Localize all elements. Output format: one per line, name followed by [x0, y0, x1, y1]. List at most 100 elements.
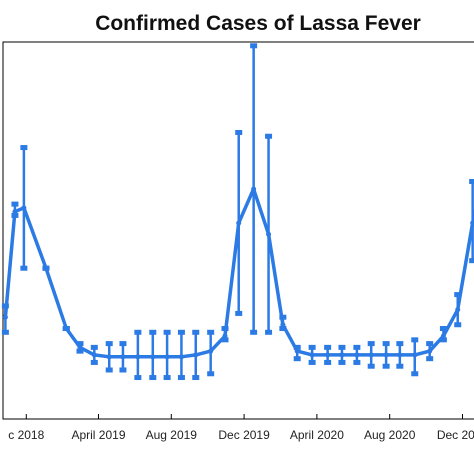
error-cap — [235, 129, 243, 135]
error-cap — [76, 348, 84, 354]
error-cap — [367, 363, 375, 369]
error-cap — [192, 329, 200, 335]
x-tick-label: Aug 2019 — [146, 428, 198, 442]
error-cap — [90, 359, 98, 365]
data-point — [251, 186, 257, 192]
data-point — [63, 326, 69, 332]
data-point — [164, 354, 170, 360]
data-point — [397, 352, 403, 358]
error-cap — [265, 329, 273, 335]
error-cap — [207, 371, 215, 377]
x-tick-label: April 2020 — [290, 428, 344, 442]
data-point — [150, 354, 156, 360]
x-tick-label: c 2018 — [8, 428, 44, 442]
data-point — [412, 352, 418, 358]
x-tick-label: Aug 2020 — [364, 428, 416, 442]
data-point — [280, 322, 286, 328]
data-point — [91, 352, 97, 358]
error-cap — [163, 375, 171, 381]
error-cap — [207, 329, 215, 335]
data-point — [208, 348, 214, 354]
data-point — [383, 352, 389, 358]
error-cap — [177, 329, 185, 335]
data-point — [325, 352, 331, 358]
error-cap — [308, 344, 316, 350]
error-cap — [20, 145, 28, 151]
error-cap — [163, 329, 171, 335]
error-cap — [76, 341, 84, 347]
error-cap — [324, 359, 332, 365]
error-cap — [177, 375, 185, 381]
plot-area-frame — [2, 41, 474, 420]
error-cap — [353, 359, 361, 365]
error-cap — [426, 356, 434, 362]
data-point — [106, 354, 112, 360]
data-point — [368, 352, 374, 358]
error-cap — [20, 265, 28, 271]
data-point — [43, 265, 49, 271]
error-cap — [382, 341, 390, 347]
data-point — [309, 352, 315, 358]
error-cap — [1, 329, 9, 335]
data-point — [193, 352, 199, 358]
error-cap — [119, 341, 127, 347]
error-cap — [338, 344, 346, 350]
error-cap — [221, 337, 229, 343]
error-cap — [396, 341, 404, 347]
error-cap — [134, 375, 142, 381]
data-point — [470, 220, 474, 226]
error-cap — [324, 344, 332, 350]
data-point — [266, 231, 272, 237]
data-point — [2, 314, 8, 320]
error-cap — [149, 329, 157, 335]
error-cap — [235, 310, 243, 316]
error-cap — [469, 178, 474, 184]
error-cap — [367, 341, 375, 347]
error-cap — [411, 371, 419, 377]
error-cap — [411, 337, 419, 343]
data-point — [294, 348, 300, 354]
error-cap — [338, 359, 346, 365]
series-layer — [1, 43, 474, 381]
data-point — [120, 354, 126, 360]
data-point — [77, 344, 83, 350]
error-cap — [293, 344, 301, 350]
error-cap — [90, 344, 98, 350]
x-axis: c 2018 April 2019 Aug 2019 Dec 2019 April 20… — [8, 414, 474, 442]
error-cap — [469, 258, 474, 264]
error-cap — [454, 322, 462, 328]
data-point — [427, 348, 433, 354]
error-cap — [192, 375, 200, 381]
error-cap — [454, 292, 462, 298]
data-point — [178, 354, 184, 360]
error-cap — [426, 341, 434, 347]
error-cap — [105, 341, 113, 347]
data-point — [135, 354, 141, 360]
error-cap — [293, 356, 301, 362]
error-cap — [11, 201, 19, 207]
data-point — [222, 333, 228, 339]
data-point — [354, 352, 360, 358]
error-cap — [105, 367, 113, 373]
error-cap — [134, 329, 142, 335]
error-cap — [250, 329, 258, 335]
error-cap — [149, 375, 157, 381]
x-tick-label: Dec 2019 — [218, 428, 270, 442]
data-point — [339, 352, 345, 358]
error-cap — [308, 359, 316, 365]
data-point — [236, 220, 242, 226]
error-cap — [265, 133, 273, 139]
chart-title: Confirmed Cases of Lassa Fever — [95, 12, 421, 35]
error-cap — [382, 363, 390, 369]
data-point — [12, 209, 18, 215]
error-cap — [439, 326, 447, 332]
error-cap — [439, 337, 447, 343]
error-cap — [279, 326, 287, 332]
error-cap — [250, 43, 258, 49]
error-cap — [353, 344, 361, 350]
x-tick-label: Dec 2020 — [437, 428, 474, 442]
data-point — [455, 307, 461, 313]
data-point — [440, 333, 446, 339]
error-cap — [119, 367, 127, 373]
